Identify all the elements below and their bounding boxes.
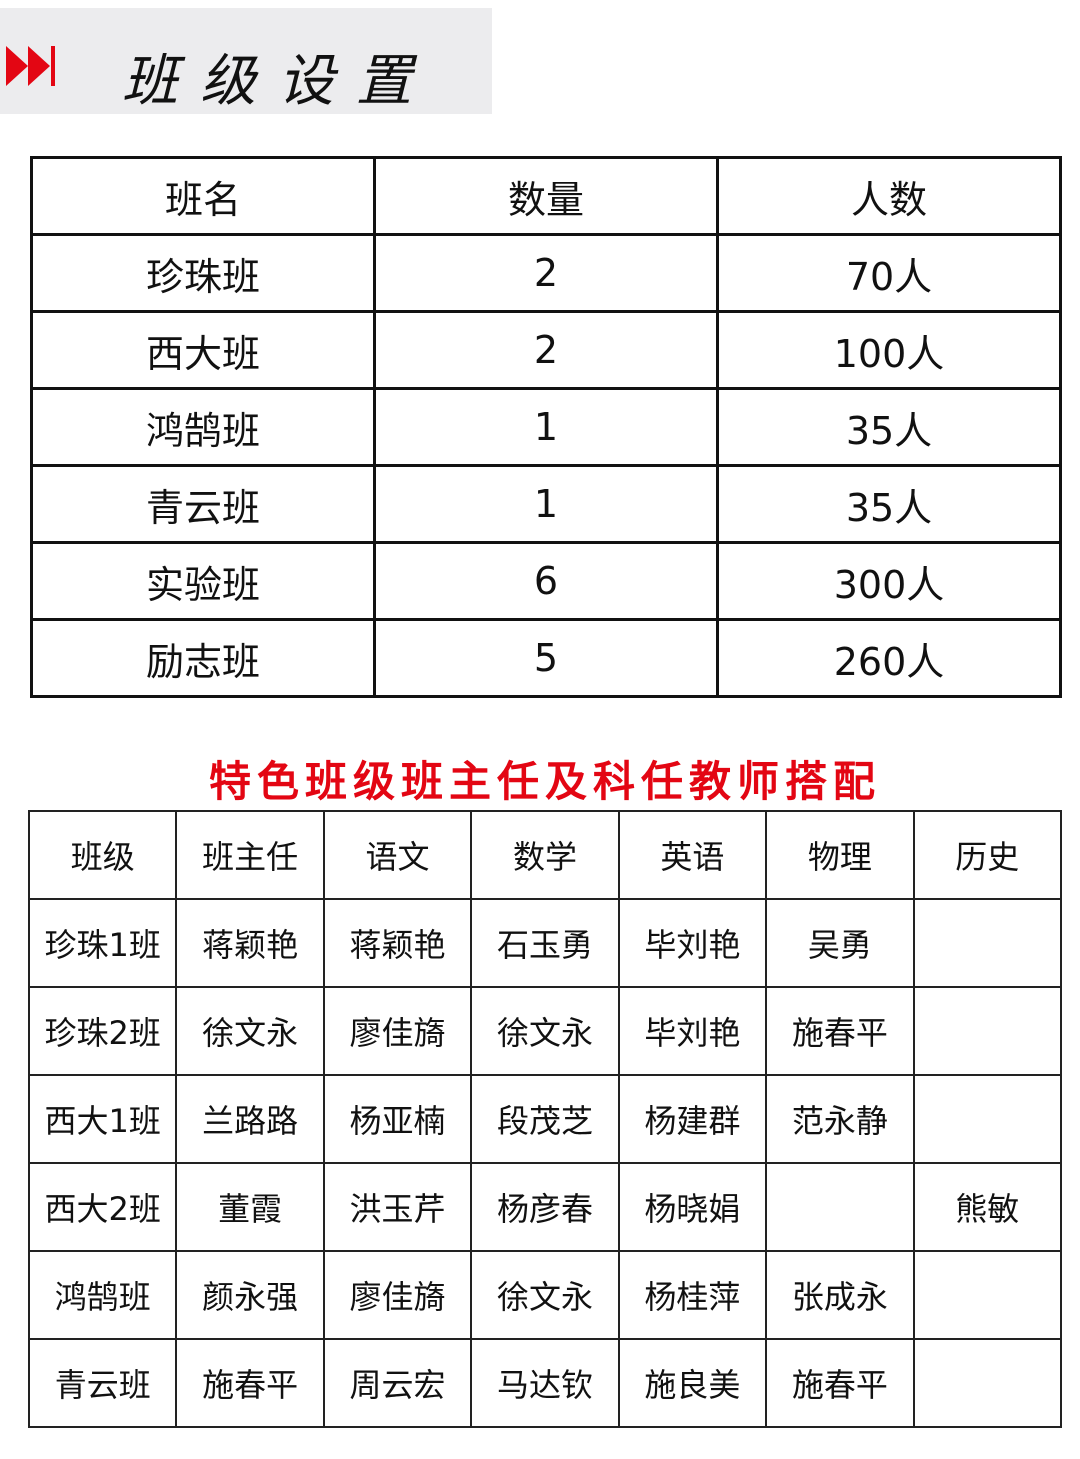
header-row: 班级 班主任 语文 数学 英语 物理 历史 (27, 810, 1063, 900)
table-cell: 珍珠1班 (27, 898, 178, 988)
table-cell: 蒋颖艳 (175, 898, 325, 988)
table-cell: 100人 (716, 310, 1062, 390)
table-cell: 2 (373, 310, 719, 390)
table-row: 西大2班 董霞 洪玉芹 杨彦春 杨晓娟 熊敏 (27, 1162, 1063, 1252)
header-cell: 班名 (30, 156, 376, 236)
table-cell: 徐文永 (175, 986, 325, 1076)
table-row: 珍珠2班 徐文永 廖佳旖 徐文永 毕刘艳 施春平 (27, 986, 1063, 1076)
table-cell: 董霞 (175, 1162, 325, 1252)
table-cell: 施春平 (175, 1338, 325, 1428)
table-row: 青云班 施春平 周云宏 马达钦 施良美 施春平 (27, 1338, 1063, 1428)
section-banner: 班级设置 (0, 8, 492, 114)
table-cell: 鸿鹄班 (30, 387, 376, 467)
table-cell (912, 1250, 1063, 1340)
header-cell: 语文 (322, 810, 473, 900)
header-cell: 班级 (27, 810, 178, 900)
table-cell: 廖佳旖 (322, 986, 473, 1076)
table-row: 青云班 1 35人 (30, 464, 1062, 544)
header-cell: 人数 (716, 156, 1062, 236)
class-table: 班名 数量 人数 珍珠班 2 70人 西大班 2 100人 鸿鹄班 1 35人 青云班 1 35人 实验班 6 3… (30, 156, 1062, 698)
table-cell: 吴勇 (765, 898, 915, 988)
table-row: 珍珠1班 蒋颖艳 蒋颖艳 石玉勇 毕刘艳 吴勇 (27, 898, 1063, 988)
table-cell (912, 1074, 1063, 1164)
table-row: 励志班 5 260人 (30, 618, 1062, 698)
table-cell: 35人 (716, 387, 1062, 467)
table-cell: 石玉勇 (470, 898, 620, 988)
table-cell: 杨亚楠 (322, 1074, 473, 1164)
table-cell: 2 (373, 233, 719, 313)
table-cell: 青云班 (30, 464, 376, 544)
table-cell: 毕刘艳 (617, 986, 768, 1076)
table-cell: 励志班 (30, 618, 376, 698)
teacher-section-title: 特色班级班主任及科任教师搭配 (208, 757, 881, 806)
table-cell: 青云班 (27, 1338, 178, 1428)
table-cell (912, 986, 1063, 1076)
table-cell: 周云宏 (322, 1338, 473, 1428)
table-cell: 张成永 (765, 1250, 915, 1340)
table-cell: 施良美 (617, 1338, 768, 1428)
table-cell: 杨建群 (617, 1074, 768, 1164)
header-cell: 物理 (765, 810, 915, 900)
table-cell: 6 (373, 541, 719, 621)
table-cell: 珍珠2班 (27, 986, 178, 1076)
header-cell: 数学 (470, 810, 620, 900)
table-cell: 施春平 (765, 986, 915, 1076)
table-row: 鸿鹄班 颜永强 廖佳旖 徐文永 杨桂萍 张成永 (27, 1250, 1063, 1340)
table-cell: 260人 (716, 618, 1062, 698)
table-cell: 杨彦春 (470, 1162, 620, 1252)
table-row: 西大1班 兰路路 杨亚楠 段茂芝 杨建群 范永静 (27, 1074, 1063, 1164)
table-cell: 35人 (716, 464, 1062, 544)
table-cell: 徐文永 (470, 986, 620, 1076)
table-row: 实验班 6 300人 (30, 541, 1062, 621)
table-row: 珍珠班 2 70人 (30, 233, 1062, 313)
header-cell: 英语 (617, 810, 768, 900)
table-cell: 廖佳旖 (322, 1250, 473, 1340)
table-cell: 西大1班 (27, 1074, 178, 1164)
table-cell: 颜永强 (175, 1250, 325, 1340)
table-cell: 鸿鹄班 (27, 1250, 178, 1340)
table-row: 西大班 2 100人 (30, 310, 1062, 390)
table-cell: 洪玉芹 (322, 1162, 473, 1252)
table-cell: 实验班 (30, 541, 376, 621)
table-cell: 徐文永 (470, 1250, 620, 1340)
table-cell: 1 (373, 464, 719, 544)
table-cell: 杨晓娟 (617, 1162, 768, 1252)
header-cell: 班主任 (175, 810, 325, 900)
table-cell: 杨桂萍 (617, 1250, 768, 1340)
table-cell: 1 (373, 387, 719, 467)
table-cell (912, 1338, 1063, 1428)
teacher-table: 班级 班主任 语文 数学 英语 物理 历史 珍珠1班 蒋颖艳 蒋颖艳 石玉勇 毕刘艳 吴勇 珍珠2班 徐文永… (27, 810, 1063, 1428)
table-cell: 70人 (716, 233, 1062, 313)
table-cell: 西大班 (30, 310, 376, 390)
table-cell: 马达钦 (470, 1338, 620, 1428)
header-cell: 数量 (373, 156, 719, 236)
table-cell: 兰路路 (175, 1074, 325, 1164)
table-cell: 熊敏 (912, 1162, 1063, 1252)
table-cell: 段茂芝 (470, 1074, 620, 1164)
banner-title: 班级设置 (122, 49, 434, 114)
table-cell: 西大2班 (27, 1162, 178, 1252)
table-cell (765, 1162, 915, 1252)
table-cell: 施春平 (765, 1338, 915, 1428)
table-cell: 蒋颖艳 (322, 898, 473, 988)
header-cell: 历史 (912, 810, 1063, 900)
table-cell: 5 (373, 618, 719, 698)
table-row: 鸿鹄班 1 35人 (30, 387, 1062, 467)
table-cell: 300人 (716, 541, 1062, 621)
table-cell (912, 898, 1063, 988)
table-cell: 珍珠班 (30, 233, 376, 313)
table-cell: 范永静 (765, 1074, 915, 1164)
header-row: 班名 数量 人数 (30, 156, 1062, 236)
table-cell: 毕刘艳 (617, 898, 768, 988)
